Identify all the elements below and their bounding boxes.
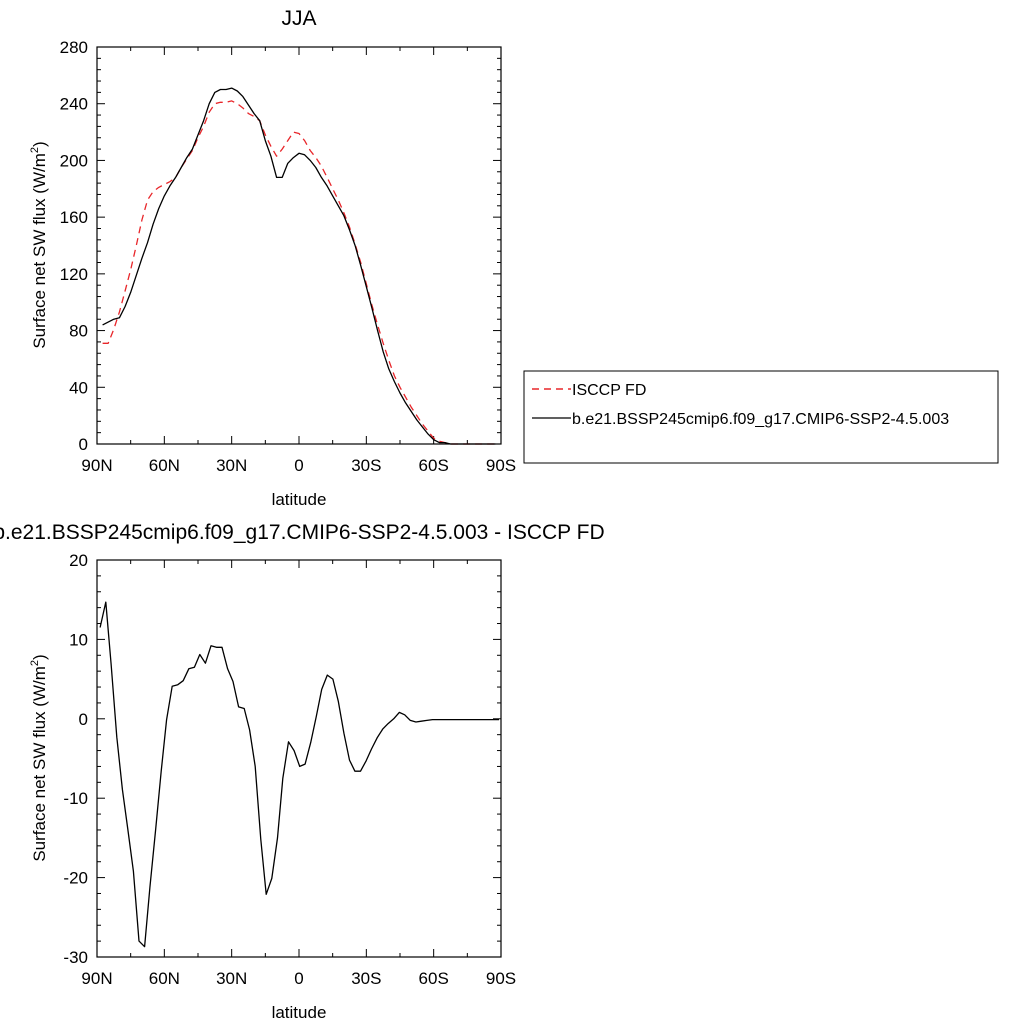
plot-title: b.e21.BSSP245cmip6.f09_g17.CMIP6-SSP2-4.… — [0, 521, 605, 544]
y-axis-title-superscript: 2 — [29, 147, 41, 153]
axis-tick-labels: 90N 60N 30N 0 30S 60S 90S 0 40 80 120 160 200 240 280 — [60, 38, 517, 475]
x-tick-label: 30S — [351, 969, 381, 988]
series-line-model — [102, 87, 496, 445]
y-axis-title-suffix: ) — [30, 141, 49, 147]
x-tick-label: 30N — [216, 456, 247, 475]
x-tick-label: 90N — [81, 969, 112, 988]
x-tick-label: 60N — [149, 456, 180, 475]
y-axis-title: Surface net SW flux (W/m2) — [29, 141, 49, 348]
top-panel-jja: 90N 60N 30N 0 30S 60S 90S04080120160200240280 … — [29, 7, 999, 509]
x-tick-label: 90N — [81, 456, 112, 475]
x-tick-label: 0 — [294, 969, 303, 988]
plot-frame — [96, 559, 502, 958]
y-tick-label: -20 — [63, 869, 88, 888]
y-axis-title-suffix: ) — [30, 654, 49, 660]
legend-label-model: b.e21.BSSP245cmip6.f09_g17.CMIP6-SSP2-4.… — [572, 411, 949, 428]
bottom-panel-difference: 90N 60N 30N 0 30S 60S 90S -30 -20 -10 0 10 20 b.e21.… — [0, 521, 605, 1022]
series-lines — [102, 87, 496, 445]
y-tick-label: -30 — [63, 948, 88, 967]
series-line-isccp-fd — [102, 100, 496, 445]
y-tick-label: 20 — [69, 551, 88, 570]
y-tick-label: 0 — [79, 435, 88, 454]
plot-title: JJA — [281, 7, 316, 30]
y-tick-label: 160 — [60, 208, 88, 227]
legend-box — [523, 370, 999, 464]
x-tick-label: 60S — [419, 456, 449, 475]
x-axis-title: latitude — [272, 490, 327, 509]
axis-tick-labels: 90N 60N 30N 0 30S 60S 90S -30 -20 -10 0 10 20 — [63, 551, 516, 988]
legend: ISCCP FD b.e21.BSSP245cmip6.f09_g17.CMIP… — [523, 370, 999, 464]
plot-frame — [96, 46, 502, 445]
axis-ticks — [96, 559, 502, 958]
x-axis-title: latitude — [272, 1003, 327, 1022]
x-tick-label: 30S — [351, 456, 381, 475]
y-tick-label: 200 — [60, 151, 88, 170]
y-tick-label: 40 — [69, 378, 88, 397]
series-line-model — [99, 601, 499, 948]
x-tick-label: 60S — [419, 969, 449, 988]
y-axis-title-superscript: 2 — [29, 660, 41, 666]
x-tick-label: 0 — [294, 456, 303, 475]
x-tick-label: 30N — [216, 969, 247, 988]
series-lines — [99, 601, 499, 948]
y-tick-label: 80 — [69, 322, 88, 341]
x-tick-label: 90S — [486, 456, 516, 475]
x-tick-label: 90S — [486, 969, 516, 988]
legend-label-isccp-fd: ISCCP FD — [572, 382, 646, 399]
y-axis-title-main: Surface net SW flux (W/m — [30, 153, 49, 349]
x-tick-label: 60N — [149, 969, 180, 988]
y-tick-label: -10 — [63, 789, 88, 808]
y-tick-label: 120 — [60, 265, 88, 284]
y-axis-title: Surface net SW flux (W/m2) — [29, 654, 49, 861]
y-axis-title-main: Surface net SW flux (W/m — [30, 666, 49, 862]
y-tick-label: 240 — [60, 95, 88, 114]
axis-ticks — [96, 46, 502, 445]
y-tick-label: 0 — [79, 710, 88, 729]
y-tick-label: 10 — [69, 630, 88, 649]
y-tick-label: 280 — [60, 38, 88, 57]
